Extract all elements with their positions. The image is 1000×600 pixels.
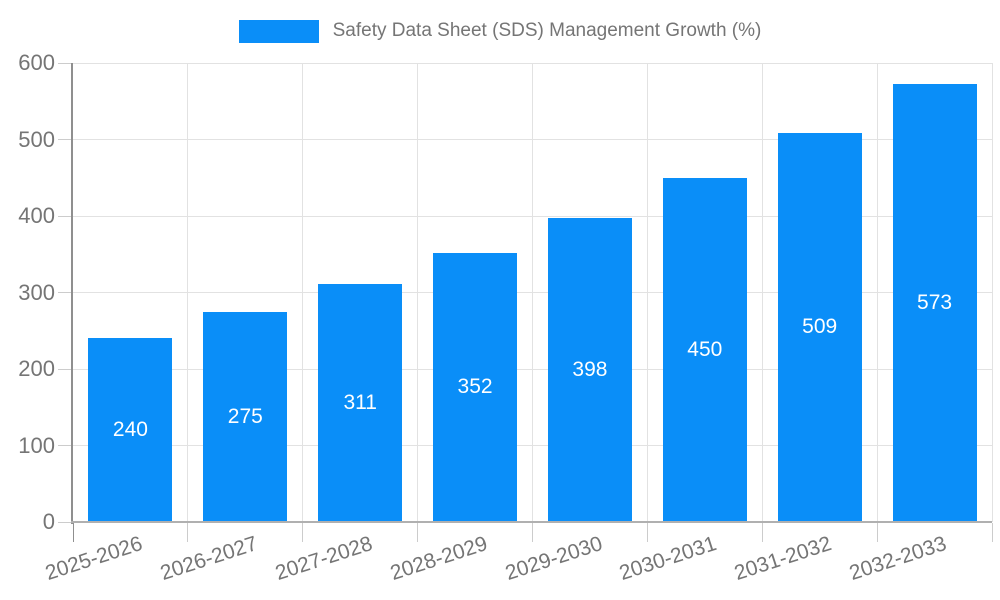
bar[interactable] — [433, 252, 518, 522]
y-tick-label: 500 — [18, 126, 55, 152]
gridline-vertical — [876, 63, 878, 522]
gridline-vertical — [761, 63, 763, 522]
y-tick-label: 400 — [18, 203, 55, 228]
x-tick-label: 2027-2028 — [272, 532, 375, 585]
gridline-vertical — [646, 63, 648, 522]
x-axis-tick — [876, 523, 878, 542]
y-tick-label: 300 — [18, 279, 55, 305]
gridline-vertical — [187, 63, 189, 522]
bar[interactable] — [662, 177, 747, 522]
bar[interactable] — [892, 83, 977, 522]
bar[interactable] — [777, 132, 862, 522]
y-tick-label: 600 — [18, 50, 55, 75]
bar[interactable] — [547, 217, 632, 522]
x-tick-label: 2029-2030 — [502, 532, 605, 585]
x-axis-tick — [72, 523, 74, 542]
x-tick-label: 2026-2027 — [157, 532, 261, 585]
gridline-vertical — [532, 63, 533, 522]
legend-label: Safety Data Sheet (SDS) Management Growt… — [332, 20, 762, 41]
bar[interactable] — [88, 338, 173, 522]
legend-item[interactable]: Safety Data Sheet (SDS) Management Growt… — [0, 17, 1000, 45]
x-axis-tick — [417, 523, 419, 542]
x-axis-tick — [532, 523, 533, 542]
y-tick-label: 200 — [18, 356, 55, 381]
gridline-vertical — [991, 63, 993, 522]
x-axis-tick — [302, 523, 304, 542]
bar[interactable] — [318, 284, 403, 522]
x-tick-label: 2025-2026 — [42, 532, 146, 585]
bar[interactable] — [203, 311, 288, 522]
x-axis-line — [71, 521, 992, 523]
gridline-vertical — [417, 63, 419, 522]
x-tick-label: 2031-2032 — [731, 532, 835, 585]
legend-swatch — [238, 19, 319, 43]
x-axis-tick — [187, 523, 189, 542]
gridline-horizontal — [73, 62, 992, 64]
x-tick-label: 2032-2033 — [846, 532, 950, 585]
x-axis-tick — [646, 523, 648, 542]
gridline-vertical — [302, 63, 304, 522]
x-tick-label: 2028-2029 — [387, 532, 490, 585]
x-axis-tick — [991, 523, 993, 542]
y-axis-line — [71, 63, 73, 524]
x-axis-tick — [761, 523, 763, 542]
x-tick-label: 2030-2031 — [616, 532, 720, 585]
y-tick-label: 100 — [18, 432, 55, 458]
y-tick-label: 0 — [42, 509, 55, 534]
